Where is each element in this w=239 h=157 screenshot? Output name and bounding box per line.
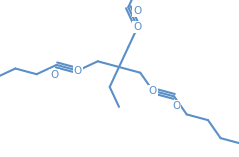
Text: O: O <box>50 70 59 80</box>
Text: O: O <box>149 86 157 96</box>
Text: O: O <box>172 101 180 111</box>
Text: O: O <box>74 66 82 76</box>
Text: O: O <box>133 6 141 16</box>
Text: O: O <box>133 22 142 32</box>
